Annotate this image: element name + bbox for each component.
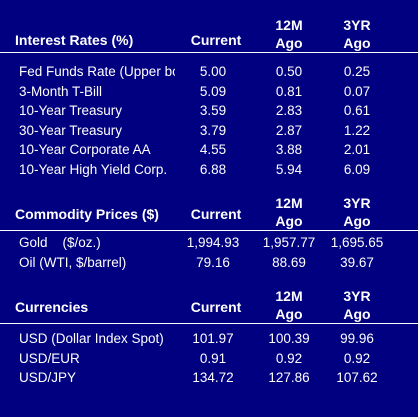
3yr-ago-value: 1.22 [343,122,371,138]
3yr-ago-value: 6.09 [343,161,371,177]
current-value: 5.00 [199,64,227,79]
3yr-ago-value: 0.25 [343,64,371,79]
interest-rates-title: Interest Rates (%) [15,32,134,48]
row-label: USD (Dollar Index Spot) [19,331,164,346]
commodity-prices-title: Commodity Prices ($) [15,206,159,222]
12m-ago-value: 0.81 [275,83,303,99]
current-value: 134.72 [192,370,234,386]
col-12m-ago-header: 12M Ago [275,17,303,51]
3yr-ago-value: 39.67 [340,254,374,270]
interest-rates-section: Interest Rates (%) Current 12M Ago 3YR A… [0,16,418,180]
row-label: 10-Year High Yield Corp. [19,161,168,177]
table-row: USD/JPY 134.72 127.86 107.62 [0,368,418,388]
current-value: 1,994.93 [186,235,240,250]
table-row: Gold ($/oz.) 1,994.93 1,957.77 1,695.65 [0,233,418,253]
12m-ago-value: 100.39 [268,331,310,346]
row-label: USD/JPY [19,370,77,386]
current-value: 3.79 [199,122,227,138]
col-current-header: Current [190,299,242,315]
12m-ago-value: 2.83 [275,103,303,119]
3yr-ago-value: 0.07 [343,83,371,99]
current-value: 6.88 [199,161,227,177]
table-row: 30-Year Treasury 3.79 2.87 1.22 [0,121,418,141]
row-label: 10-Year Treasury [19,103,123,119]
row-label: Fed Funds Rate (Upper bound) [19,64,175,79]
12m-ago-value: 1,957.77 [262,235,316,250]
12m-ago-value: 127.86 [268,370,310,386]
currencies-header: Currencies Current 12M Ago 3YR Ago [0,287,418,324]
table-row: 10-Year High Yield Corp. 6.88 5.94 6.09 [0,160,418,180]
3yr-ago-value: 0.92 [343,350,371,366]
12m-ago-value: 2.87 [275,122,303,138]
12m-ago-value: 3.88 [275,142,303,158]
commodity-prices-section: Commodity Prices ($) Current 12M Ago 3YR… [0,194,418,272]
col-current-header: Current [190,32,242,48]
currencies-title: Currencies [15,299,89,315]
row-label: 10-Year Corporate AA [19,142,151,158]
current-value: 101.97 [192,331,234,346]
3yr-ago-value: 0.61 [343,103,371,119]
col-3yr-ago-header: 3YR Ago [343,17,371,51]
table-row: Oil (WTI, $/barrel) 79.16 88.69 39.67 [0,253,418,273]
current-value: 3.59 [199,103,227,119]
12m-ago-value: 0.92 [275,350,303,366]
row-label: Oil (WTI, $/barrel) [19,254,127,270]
commodity-prices-header: Commodity Prices ($) Current 12M Ago 3YR… [0,194,418,231]
col-12m-ago-header: 12M Ago [275,195,303,229]
row-label: USD/EUR [19,350,80,366]
table-row: USD/EUR 0.91 0.92 0.92 [0,349,418,369]
3yr-ago-value: 2.01 [343,142,371,158]
row-label: Gold ($/oz.) [19,235,101,250]
3yr-ago-value: 1,695.65 [330,235,384,250]
table-row: 10-Year Corporate AA 4.55 3.88 2.01 [0,140,418,160]
row-label: 3-Month T-Bill [19,83,103,99]
col-current-header: Current [190,206,242,222]
current-value: 0.91 [199,350,227,366]
3yr-ago-value: 107.62 [336,370,378,386]
col-3yr-ago-header: 3YR Ago [343,195,371,229]
table-row: 10-Year Treasury 3.59 2.83 0.61 [0,101,418,121]
current-value: 79.16 [196,254,230,270]
current-value: 4.55 [199,142,227,158]
col-3yr-ago-header: 3YR Ago [343,288,371,322]
currencies-section: Currencies Current 12M Ago 3YR Ago USD (… [0,287,418,388]
3yr-ago-value: 99.96 [340,331,374,346]
interest-rates-header: Interest Rates (%) Current 12M Ago 3YR A… [0,16,418,53]
table-row: Fed Funds Rate (Upper bound) 5.00 0.50 0… [0,62,418,82]
current-value: 5.09 [199,83,227,99]
12m-ago-value: 5.94 [275,161,303,177]
table-row: 3-Month T-Bill 5.09 0.81 0.07 [0,82,418,102]
row-label: 30-Year Treasury [19,122,123,138]
12m-ago-value: 0.50 [275,64,303,79]
12m-ago-value: 88.69 [272,254,306,270]
col-12m-ago-header: 12M Ago [275,288,303,322]
table-row: USD (Dollar Index Spot) 101.97 100.39 99… [0,329,418,349]
